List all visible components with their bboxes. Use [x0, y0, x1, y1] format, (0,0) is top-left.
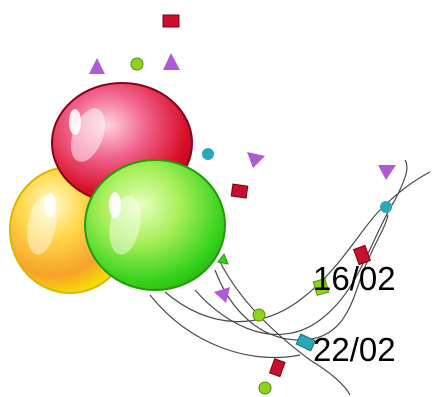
confetti-red-square [352, 244, 372, 266]
confetti-cyan-square [295, 333, 317, 352]
confetti-purple-triangle [89, 58, 105, 74]
date-label-2: 22/02 [313, 331, 396, 368]
ribbon-4 [219, 261, 351, 396]
confetti-cyan-dot [380, 201, 392, 213]
ribbon-5 [149, 294, 301, 359]
green-balloon [84, 159, 229, 291]
confetti-cyan-dot [202, 148, 214, 160]
confetti-purple-triangle [163, 53, 180, 70]
ribbon-2 [194, 159, 408, 335]
confetti [89, 14, 396, 395]
confetti-red-square [162, 14, 180, 28]
confetti-green-square [312, 278, 330, 296]
confetti-green-dot [252, 308, 266, 322]
confetti-red-square [230, 183, 249, 199]
confetti-green-dot [130, 57, 144, 71]
confetti-purple-triangle [247, 152, 265, 168]
ribbons [149, 159, 431, 396]
confetti-green-dot [258, 381, 272, 395]
ribbon-3 [214, 214, 389, 341]
confetti-purple-triangle [214, 287, 230, 303]
confetti-red-square [268, 358, 286, 378]
confetti-purple-triangle [378, 165, 396, 180]
green-balloon-knot [217, 252, 229, 265]
date-label-1: 16/02 [313, 260, 396, 297]
